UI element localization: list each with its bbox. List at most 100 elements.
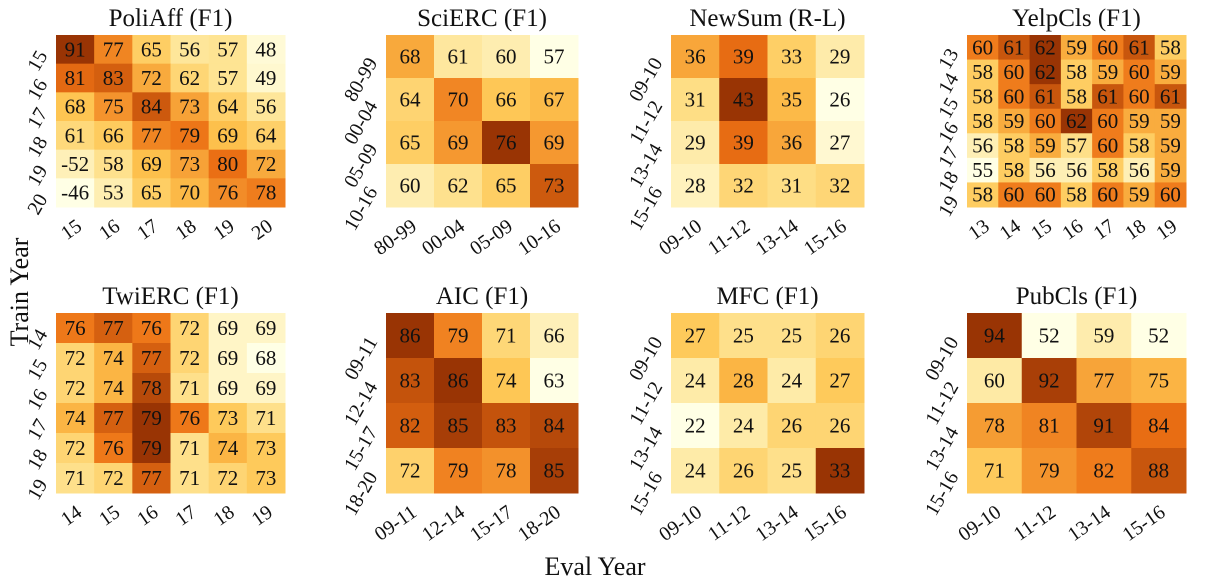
heatmap-cell [208, 63, 248, 93]
cell-value-label: 78 [984, 414, 1005, 438]
heatmap-cell [671, 358, 720, 404]
cell-value-label: 39 [733, 131, 754, 155]
cell-value-label: 92 [1039, 369, 1060, 393]
heatmap-cell [246, 121, 286, 151]
heatmap-cell [132, 149, 171, 179]
heatmap-cell [208, 463, 248, 494]
heatmap-cell [815, 313, 865, 359]
cell-value-label: 77 [141, 466, 162, 490]
heatmap-cell [530, 313, 579, 359]
heatmap-cell [1131, 358, 1187, 404]
y-tick-label: 18 [23, 446, 52, 474]
cell-value-label: 60 [984, 369, 1005, 393]
heatmap-cell [530, 78, 579, 122]
x-tick-label: 18 [171, 215, 200, 244]
cell-value-label: 61 [65, 123, 86, 147]
heatmap-cell [1092, 133, 1124, 159]
heatmap-cell [1154, 35, 1187, 61]
heatmap-cell [1076, 313, 1132, 359]
x-tick-label: 11-12 [704, 501, 754, 545]
y-tick-label: 15 [23, 356, 52, 384]
cell-value-label: 84 [141, 95, 163, 119]
x-tick-label: 17 [133, 215, 162, 244]
cell-value-label: 61 [1003, 35, 1024, 59]
cell-value-label: 59 [1097, 60, 1118, 84]
cell-value-label: 52 [1148, 324, 1169, 348]
cell-value-label: 84 [1148, 414, 1170, 438]
heatmap-cell [246, 63, 286, 93]
cell-value-label: 26 [829, 414, 850, 438]
x-tick-label: 14 [996, 215, 1025, 244]
cell-value-label: 24 [685, 459, 707, 483]
heatmap-cell [967, 358, 1023, 404]
heatmap-cell [1154, 182, 1187, 208]
cell-value-label: 73 [544, 174, 565, 198]
cell-value-label: 77 [103, 316, 124, 340]
heatmap-cell [208, 313, 248, 344]
cell-value-label: 86 [400, 324, 421, 348]
heatmap-cell [56, 63, 95, 93]
cell-value-label: 61 [1129, 35, 1150, 59]
heatmap-cell [170, 313, 210, 344]
panel-title: PoliAff (F1) [109, 5, 233, 32]
heatmap-cell [170, 403, 210, 434]
x-tick-label: 14 [57, 501, 86, 530]
heatmap-panel-newsum-r-l: NewSum (R-L) 36 39 33 29 31 43 35 26 29 39 36 27 28 32… [625, 5, 865, 260]
heatmap-cell [386, 313, 435, 359]
cell-value-label: 66 [496, 88, 517, 112]
y-tick-label: 13 [934, 45, 963, 73]
heatmap-cell [170, 35, 210, 65]
cell-value-label: 53 [103, 181, 124, 205]
heatmap-cell [1092, 59, 1124, 85]
heatmap-cell [719, 403, 768, 449]
cell-value-label: 72 [400, 459, 421, 483]
cell-value-label: 72 [179, 346, 200, 370]
heatmap-cell [815, 35, 865, 79]
cell-value-label: 61 [1035, 84, 1056, 108]
heatmap-cell [246, 35, 286, 65]
heatmap-cell [1060, 108, 1093, 134]
cell-value-label: 76 [217, 181, 238, 205]
cell-value-label: 65 [496, 174, 517, 198]
cell-value-label: 59 [1003, 109, 1024, 133]
cell-value-label: 60 [1003, 60, 1024, 84]
heatmap-cell [386, 358, 435, 404]
heatmap-cell [132, 92, 171, 122]
y-tick-label: 18 [23, 133, 52, 161]
y-tick-label: 05-09 [340, 140, 382, 191]
heatmap-cell [434, 121, 483, 165]
y-tick-label: 19 [23, 162, 52, 190]
cell-value-label: 31 [781, 174, 802, 198]
cell-value-label: 24 [781, 369, 803, 393]
heatmap-cell [1123, 35, 1156, 61]
cell-value-label: 72 [65, 376, 86, 400]
panel-title: YelpCls (F1) [1012, 5, 1141, 32]
cell-value-label: 73 [255, 466, 276, 490]
heatmap-cell [482, 35, 531, 79]
x-tick-label: 16 [133, 501, 162, 530]
heatmap-cell [967, 59, 999, 85]
heatmap-cell [1021, 403, 1077, 449]
cell-value-label: 33 [829, 459, 850, 483]
heatmap-cell [967, 35, 999, 61]
x-tick-label: 15 [57, 215, 86, 244]
heatmap-cell [208, 92, 248, 122]
x-tick-label: 19 [1152, 215, 1181, 244]
heatmap-cell [56, 35, 95, 65]
cell-value-label: 60 [1129, 60, 1150, 84]
cell-value-label: 58 [972, 109, 993, 133]
cell-value-label: 68 [255, 346, 276, 370]
cell-value-label: 56 [1035, 158, 1056, 182]
y-tick-label: 09-11 [340, 333, 382, 384]
cell-value-label: 65 [400, 131, 421, 155]
cell-value-label: 66 [103, 123, 124, 147]
y-tick-label: 10-16 [340, 183, 382, 234]
y-tick-label: 17 [23, 104, 52, 132]
cell-value-label: 64 [400, 88, 422, 112]
cell-value-label: 72 [179, 316, 200, 340]
cell-value-label: 79 [179, 123, 200, 147]
cell-value-label: 58 [103, 152, 124, 176]
heatmap-cell [767, 313, 817, 359]
heatmap-cell [246, 92, 286, 122]
